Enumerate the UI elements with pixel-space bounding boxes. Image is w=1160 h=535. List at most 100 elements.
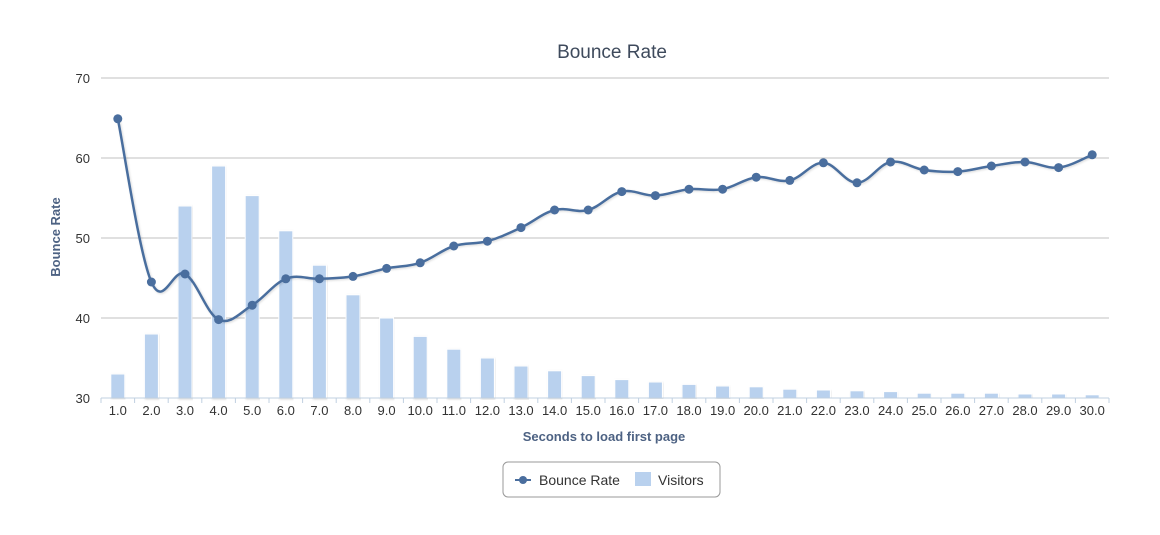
- x-tick-label: 16.0: [609, 403, 634, 418]
- visitors-bar[interactable]: [379, 317, 395, 399]
- visitors-bar[interactable]: [950, 392, 966, 399]
- x-axis-title: Seconds to load first page: [523, 429, 686, 444]
- bounce-rate-point[interactable]: [180, 269, 190, 279]
- bounce-rate-point[interactable]: [1087, 150, 1097, 160]
- x-tick-label: 23.0: [844, 403, 869, 418]
- grid-layer: [101, 77, 1109, 319]
- bounce-rate-point[interactable]: [482, 236, 492, 246]
- visitors-bar[interactable]: [143, 333, 159, 399]
- bounce-rate-point[interactable]: [986, 161, 996, 171]
- visitors-bar[interactable]: [311, 264, 327, 399]
- visitors-bar[interactable]: [278, 230, 294, 399]
- bounce-rate-point[interactable]: [1020, 157, 1030, 167]
- bounce-rate-point[interactable]: [818, 158, 828, 168]
- y-tick-label: 60: [76, 151, 90, 166]
- visitors-bar[interactable]: [748, 386, 764, 399]
- x-tick-label: 5.0: [243, 403, 261, 418]
- visitors-bar[interactable]: [177, 205, 193, 399]
- bounce-rate-point[interactable]: [348, 271, 358, 281]
- bounce-rate-point[interactable]: [382, 263, 392, 273]
- bounce-rate-point[interactable]: [650, 191, 660, 201]
- visitors-bar[interactable]: [446, 348, 462, 399]
- visitors-bar[interactable]: [815, 389, 831, 399]
- visitors-bar[interactable]: [647, 381, 663, 399]
- x-tick-label: 3.0: [176, 403, 194, 418]
- x-tick-label: 11.0: [442, 403, 466, 418]
- legend-label-visitors: Visitors: [658, 472, 704, 488]
- visitors-bar[interactable]: [782, 388, 798, 399]
- visitors-bar[interactable]: [614, 379, 630, 399]
- x-tick-label: 15.0: [576, 403, 601, 418]
- x-tick-label: 29.0: [1046, 403, 1071, 418]
- bounce-rate-point[interactable]: [919, 165, 929, 175]
- bounce-rate-point[interactable]: [113, 114, 123, 124]
- bounce-rate-point[interactable]: [449, 241, 459, 251]
- bounce-rate-point[interactable]: [314, 274, 324, 284]
- legend-marker-swatch: [519, 476, 527, 484]
- bounce-rate-point[interactable]: [583, 205, 593, 215]
- bounce-rate-point[interactable]: [785, 175, 795, 185]
- visitors-bar[interactable]: [883, 391, 899, 399]
- legend-item-visitors[interactable]: Visitors: [635, 472, 704, 488]
- visitors-bar[interactable]: [513, 365, 529, 399]
- x-tick-label: 20.0: [744, 403, 769, 418]
- visitors-bar[interactable]: [916, 392, 932, 399]
- bounce-rate-point[interactable]: [247, 300, 257, 310]
- x-tick-label: 21.0: [777, 403, 802, 418]
- bounce-rate-point[interactable]: [718, 184, 728, 194]
- y-tick-label: 50: [76, 231, 90, 246]
- visitors-bar[interactable]: [244, 195, 260, 399]
- x-tick-label: 22.0: [811, 403, 836, 418]
- x-tick-label: 25.0: [912, 403, 937, 418]
- bounce-rate-point[interactable]: [214, 315, 224, 325]
- visitors-bar[interactable]: [211, 165, 227, 399]
- visitors-bar[interactable]: [110, 373, 126, 399]
- legend-item-bounce-rate[interactable]: Bounce Rate: [515, 472, 620, 488]
- bounce-rate-point[interactable]: [852, 178, 862, 188]
- y-axis-title: Bounce Rate: [48, 197, 63, 276]
- chart-title: Bounce Rate: [557, 42, 667, 63]
- line-layer: [113, 114, 1097, 325]
- bounce-rate-point[interactable]: [751, 172, 761, 182]
- x-tick-label: 10.0: [408, 403, 433, 418]
- x-tick-label: 28.0: [1012, 403, 1037, 418]
- visitors-bar[interactable]: [983, 392, 999, 399]
- legend: Bounce Rate Visitors: [502, 461, 721, 498]
- x-tick-label: 26.0: [945, 403, 970, 418]
- x-tick-label: 30.0: [1080, 403, 1105, 418]
- bounce-rate-point[interactable]: [617, 187, 627, 197]
- visitors-bar[interactable]: [547, 370, 563, 399]
- bounce-rate-point[interactable]: [516, 223, 526, 233]
- visitors-bar[interactable]: [1017, 393, 1033, 399]
- x-tick-label: 6.0: [277, 403, 295, 418]
- legend-box: [502, 461, 721, 498]
- visitors-bar[interactable]: [580, 375, 596, 399]
- legend-label-bounce-rate: Bounce Rate: [539, 472, 620, 488]
- bounce-rate-point[interactable]: [886, 157, 896, 167]
- x-tick-label: 2.0: [142, 403, 160, 418]
- visitors-bar[interactable]: [345, 294, 361, 399]
- y-tick-label: 30: [76, 391, 90, 406]
- bounce-rate-point[interactable]: [1054, 163, 1064, 173]
- bounce-rate-point[interactable]: [146, 277, 156, 287]
- visitors-bar[interactable]: [412, 335, 428, 399]
- x-tick-label: 1.0: [109, 403, 127, 418]
- y-tick-label: 40: [76, 311, 90, 326]
- y-tick-label: 70: [76, 71, 90, 86]
- x-tick-label: 14.0: [542, 403, 567, 418]
- visitors-bar[interactable]: [479, 357, 495, 399]
- x-tick-label: 19.0: [710, 403, 735, 418]
- bounce-rate-point[interactable]: [281, 274, 291, 284]
- bounce-rate-point[interactable]: [953, 167, 963, 177]
- visitors-bar[interactable]: [715, 385, 731, 399]
- x-tick-label: 27.0: [979, 403, 1004, 418]
- bounce-rate-point[interactable]: [415, 258, 425, 268]
- bounce-rate-point[interactable]: [684, 184, 694, 194]
- bars-layer: [110, 165, 1100, 399]
- visitors-bar[interactable]: [849, 390, 865, 399]
- visitors-bar[interactable]: [681, 383, 697, 399]
- visitors-bar[interactable]: [1051, 393, 1067, 399]
- bounce-rate-point[interactable]: [550, 205, 560, 215]
